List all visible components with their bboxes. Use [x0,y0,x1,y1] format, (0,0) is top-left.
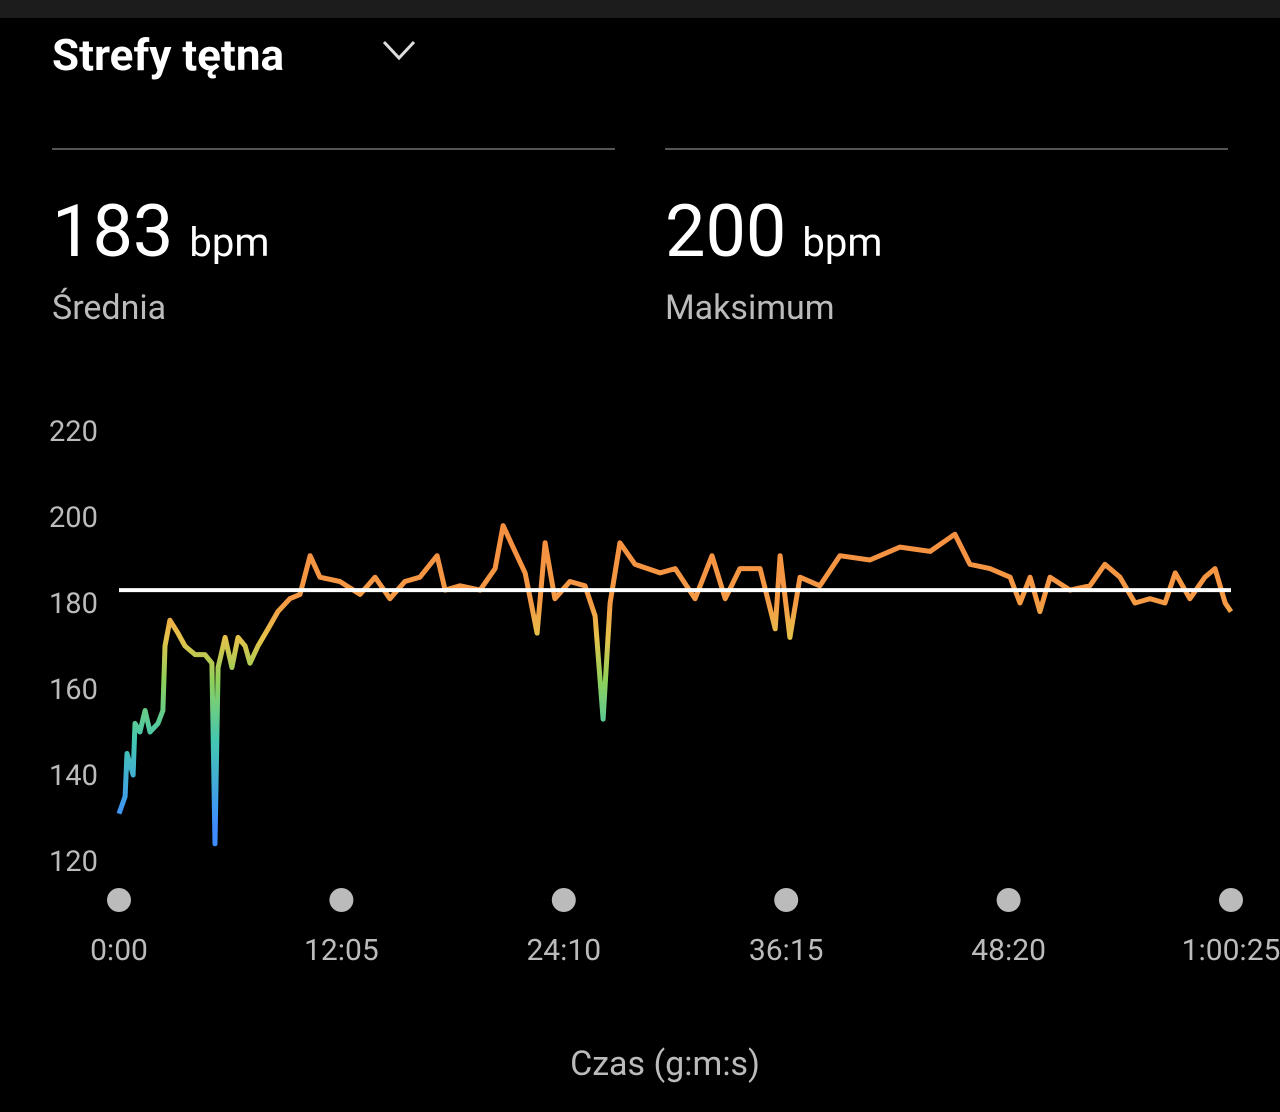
stat-label: Maksimum [665,288,835,328]
x-axis-label: Czas (g:m:s) [570,1044,760,1084]
stat-number: 183 [52,189,173,274]
x-tick-label: 0:00 [90,933,148,968]
x-tick-label: 24:10 [526,933,601,968]
y-tick-label: 220 [49,415,98,449]
stat-unit: bpm [802,219,882,266]
stat-number: 200 [665,189,786,274]
x-tick-label: 48:20 [971,933,1046,968]
x-tick-dot [996,888,1021,912]
chart: 120 140 160 180 200 220 0:00 12:05 24:10 36:15 48:… [49,415,1280,1084]
x-tick-dot [551,888,576,912]
x-tick-dot [774,888,799,912]
y-tick-label: 120 [49,845,98,879]
x-tick-label: 36:15 [749,933,824,968]
stats: 183 bpm Średnia 200 bpm Maksimum [52,189,882,328]
y-tick-label: 160 [49,673,98,707]
dropdown-chevron[interactable] [382,40,416,61]
y-tick-label: 180 [49,587,98,621]
stat-label: Średnia [52,288,166,328]
x-tick-label: 1:00:25 [1182,933,1280,968]
stat-value: 183 bpm [52,189,269,274]
x-tick-label: 12:05 [304,933,379,968]
stat-unit: bpm [189,219,269,266]
heart-rate-line [116,523,1234,847]
status-bar [0,0,1280,18]
y-tick-label: 140 [49,759,98,793]
title: Strefy tętna [52,29,284,81]
x-tick-dot [107,888,131,912]
y-tick-label: 200 [49,501,98,535]
x-tick-dot [1219,888,1243,912]
stat-value: 200 bpm [665,189,882,274]
x-tick-dot [329,888,354,912]
